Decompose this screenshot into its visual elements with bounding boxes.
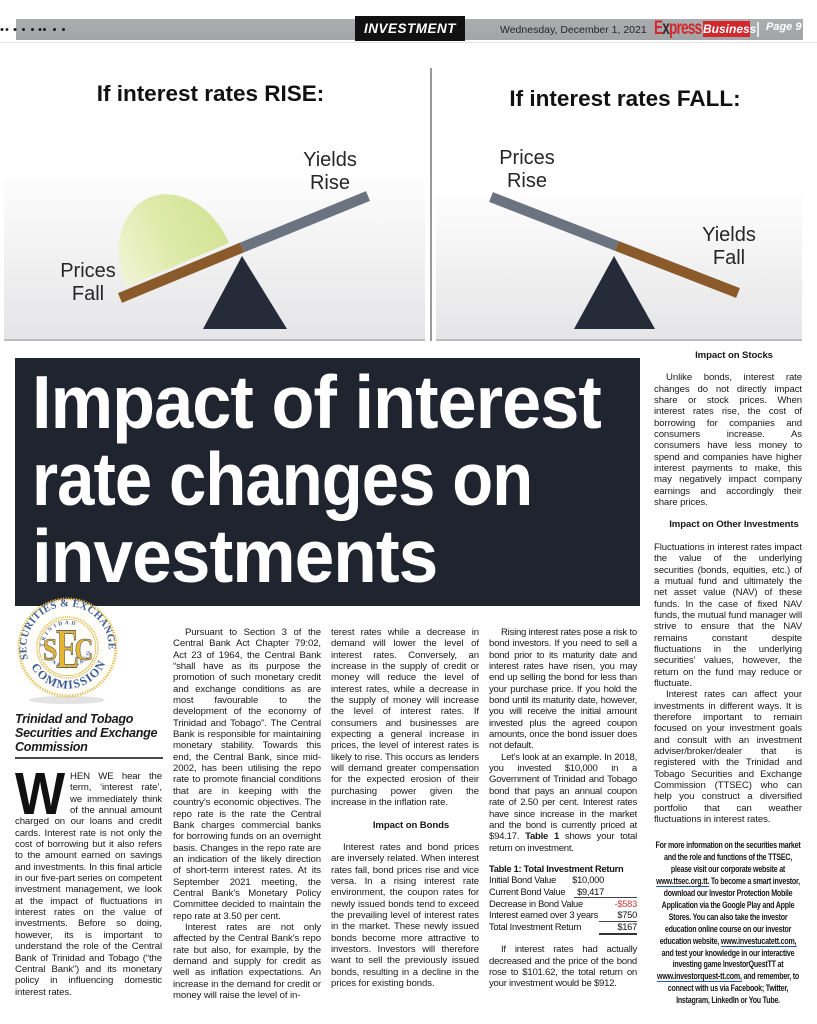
svg-text:E: E <box>56 618 79 681</box>
svg-text:S: S <box>43 633 58 668</box>
svg-text:C: C <box>75 633 94 668</box>
